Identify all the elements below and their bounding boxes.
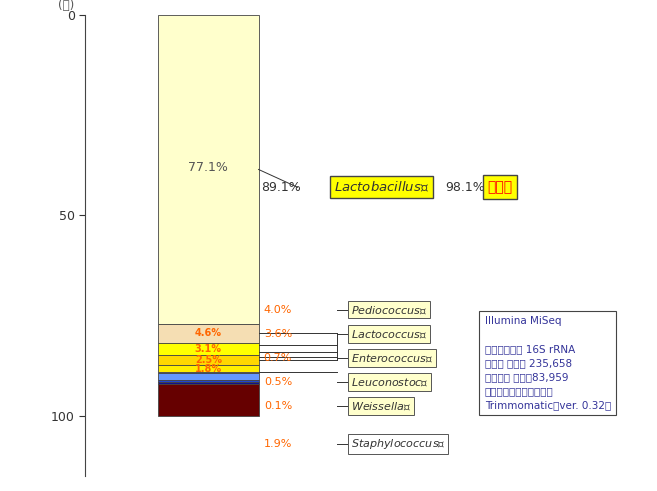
Bar (158, 343, 259, 355)
Text: 乳酸菌: 乳酸菌 (487, 180, 512, 194)
Bar (158, 324, 259, 343)
Text: 0.1%: 0.1% (264, 401, 292, 411)
Text: $\it{Lactobacillus}$属: $\it{Lactobacillus}$属 (334, 180, 429, 194)
Text: 0.5%: 0.5% (264, 377, 292, 387)
Bar (158, 355, 259, 365)
Text: 77.1%: 77.1% (189, 161, 228, 174)
Bar (158, 382, 259, 383)
Text: $\it{Pediococcus}$属: $\it{Pediococcus}$属 (351, 304, 427, 316)
Text: 89.1%: 89.1% (261, 181, 300, 194)
Text: (％): (％) (58, 0, 74, 12)
Text: Illumina MiSeq

増幅遺伝子： 16S rRNA
リード 数　： 235,658
カウント 数：　83,959
トリミングプログラム：
Trimm: Illumina MiSeq 増幅遺伝子： 16S rRNA リード 数 ： 2… (485, 316, 611, 409)
Text: 1.8%: 1.8% (194, 364, 222, 374)
Text: 98.1%: 98.1% (445, 181, 485, 194)
Text: 2.5%: 2.5% (194, 355, 222, 365)
Bar (158, 365, 259, 372)
Text: 1.9%: 1.9% (263, 439, 292, 449)
Bar (158, 383, 259, 416)
Text: 3.1%: 3.1% (194, 344, 222, 354)
Bar (158, 15, 259, 324)
Text: $\it{Enterococcus}$属: $\it{Enterococcus}$属 (351, 352, 433, 364)
Bar (158, 381, 259, 382)
Text: 4.6%: 4.6% (194, 328, 222, 338)
Text: 4.0%: 4.0% (263, 305, 292, 315)
Text: $\it{Lactococcus}$属: $\it{Lactococcus}$属 (351, 328, 427, 340)
Text: $\it{Leuconostoc}$属: $\it{Leuconostoc}$属 (351, 376, 428, 388)
Text: $\it{Staphylococcus}$属: $\it{Staphylococcus}$属 (351, 437, 445, 451)
Bar (158, 373, 259, 381)
Text: 0.7%: 0.7% (263, 353, 292, 363)
Text: 3.6%: 3.6% (264, 329, 292, 339)
Text: $\it{Weissella}$属: $\it{Weissella}$属 (351, 400, 411, 412)
